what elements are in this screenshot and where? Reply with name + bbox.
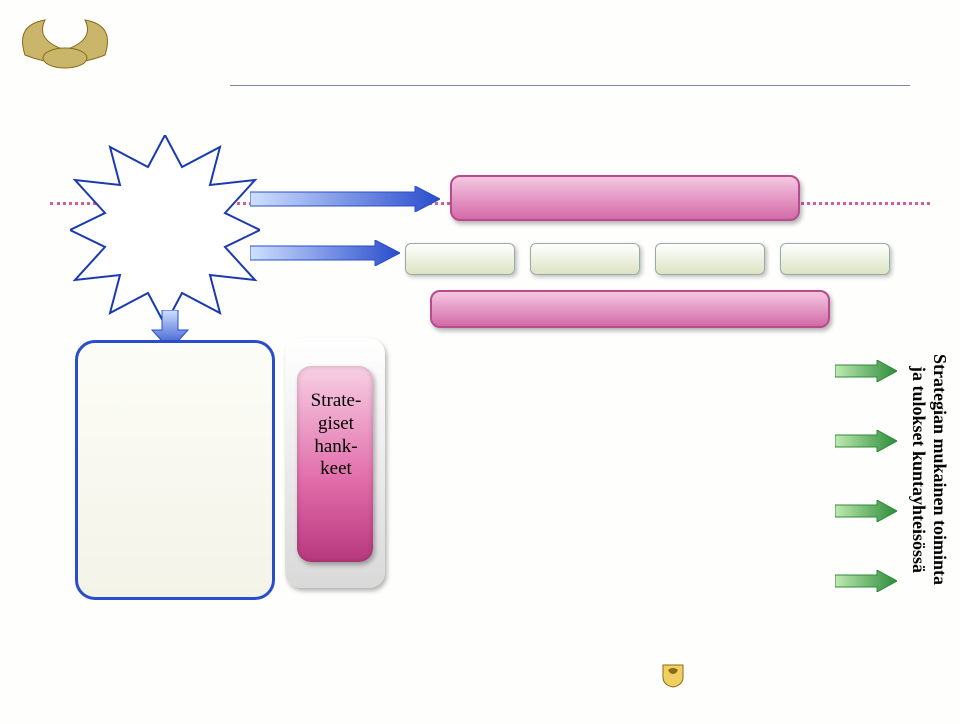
horns-icon <box>10 10 190 80</box>
arrow-green-icon <box>835 360 897 382</box>
right-vertical-text: Strategian mukainen toimintaja tulokset … <box>908 335 950 605</box>
arrow-green-icon <box>835 500 897 522</box>
kriittiset-bar <box>430 290 830 328</box>
starburst <box>70 135 260 325</box>
hankkeet-label: Strate-gisethank-keet <box>300 390 372 481</box>
keskeiset-box <box>75 340 275 600</box>
arrow-right-icon <box>250 240 400 266</box>
arrow-green-icon <box>835 430 897 452</box>
perspective-talous <box>655 243 765 275</box>
perspective-prosessit <box>780 243 890 275</box>
logo <box>10 10 210 110</box>
paamaarat-bar <box>450 175 800 221</box>
perspective-henkilosto <box>530 243 640 275</box>
crest-icon <box>660 662 686 688</box>
intro-divider <box>230 85 910 86</box>
perspective-asiakas <box>405 243 515 275</box>
arrow-green-icon <box>835 570 897 592</box>
starburst-text <box>70 190 260 231</box>
arrow-right-icon <box>250 186 440 212</box>
